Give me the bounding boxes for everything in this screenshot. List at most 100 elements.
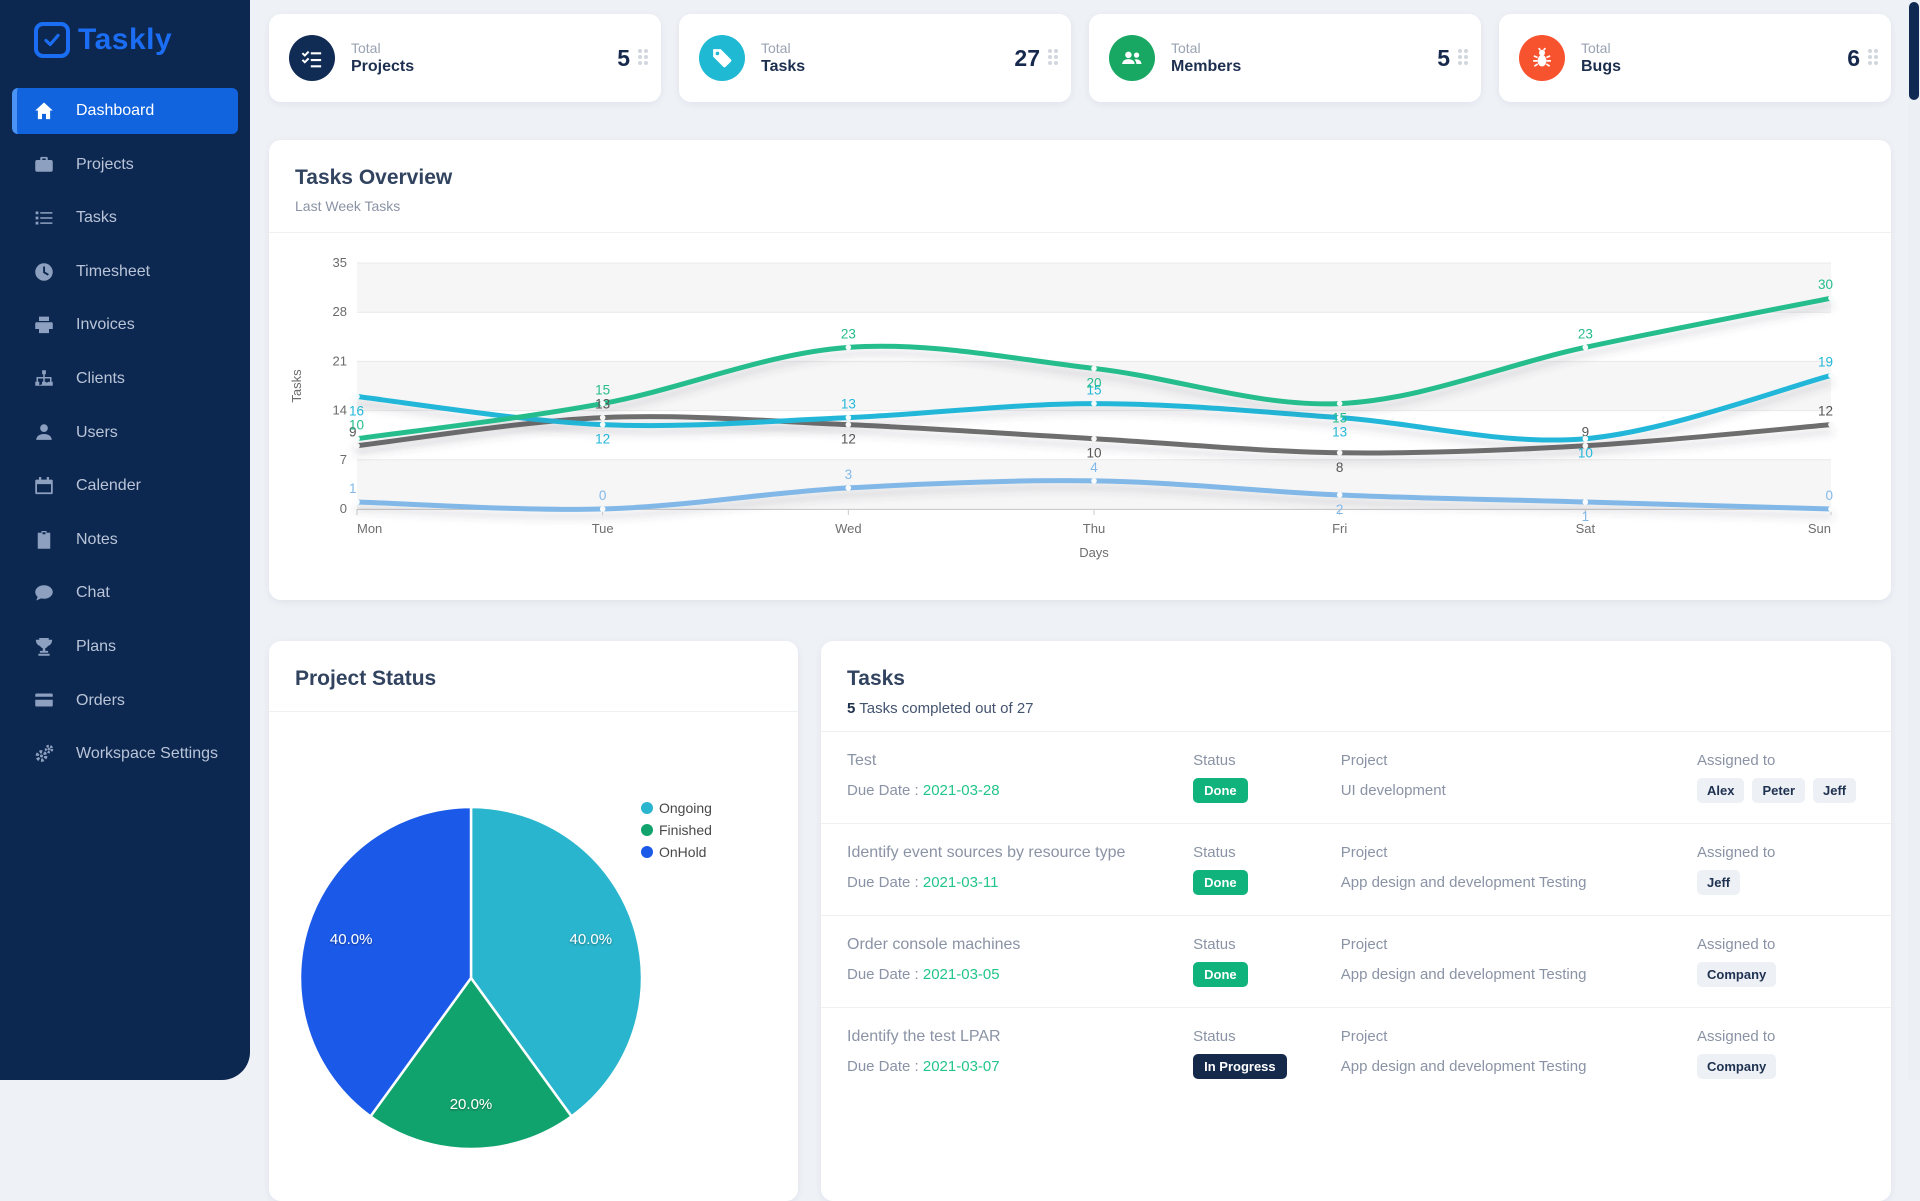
home-icon	[34, 101, 54, 121]
stat-card-bugs: Total Bugs 6	[1499, 14, 1891, 102]
list-icon	[34, 208, 54, 228]
task-name: Order console machines	[847, 936, 1021, 953]
assigned-column-label: Assigned to	[1697, 752, 1776, 769]
project-column-label: Project	[1340, 844, 1388, 861]
svg-text:7: 7	[340, 452, 347, 467]
svg-text:12: 12	[1818, 404, 1833, 419]
svg-text:20: 20	[1086, 375, 1101, 390]
svg-text:Mon: Mon	[357, 521, 382, 536]
sidebar-item-users[interactable]: Users	[12, 410, 238, 456]
assignee-chip: Peter	[1752, 778, 1806, 803]
svg-text:10: 10	[1086, 446, 1101, 461]
svg-text:3: 3	[845, 467, 853, 482]
svg-text:12: 12	[595, 432, 610, 447]
sidebar-item-workspace-settings[interactable]: Workspace Settings	[12, 731, 238, 777]
tasks-list-card: Tasks 5 Tasks completed out of 27 Test Du…	[821, 641, 1891, 1201]
sidebar-item-plans[interactable]: Plans	[12, 624, 238, 670]
page-scrollbar-thumb[interactable]	[1909, 2, 1919, 100]
svg-text:20.0%: 20.0%	[450, 1096, 493, 1113]
assignee-chip: Jeff	[1697, 870, 1741, 895]
svg-text:12: 12	[841, 432, 856, 447]
sidebar-item-timesheet[interactable]: Timesheet	[12, 249, 238, 295]
svg-text:Wed: Wed	[835, 521, 862, 536]
stat-prefix: Total	[1171, 40, 1201, 56]
project-status-card: Project Status 40.0% 20.0% 40.0% Ongoing Fi…	[269, 641, 798, 1201]
legend-item-ongoing[interactable]: Ongoing	[641, 800, 712, 816]
svg-text:23: 23	[841, 326, 856, 341]
project-column-label: Project	[1340, 1028, 1388, 1045]
svg-text:14: 14	[333, 403, 347, 418]
stat-label: Projects	[351, 58, 415, 75]
main-content: Total Projects 5 Total Tasks 27 Total Members 5 T…	[269, 0, 1891, 1201]
sidebar-item-projects[interactable]: Projects	[12, 142, 238, 188]
svg-text:4: 4	[1090, 460, 1098, 475]
tasks-overview-card: Tasks Overview Last Week Tasks 0 7 14 21 28 3…	[269, 140, 1891, 600]
users-icon	[1109, 35, 1155, 81]
stat-cards-row: Total Projects 5 Total Tasks 27 Total Members 5 T…	[269, 14, 1891, 102]
task-name: Identify the test LPAR	[847, 1028, 1001, 1045]
task-row[interactable]: Identify the test LPAR Due Date : 2021-03…	[821, 1007, 1891, 1099]
svg-text:0: 0	[1825, 488, 1833, 503]
task-name: Identify event sources by resource type	[847, 844, 1126, 861]
sidebar-item-chat[interactable]: Chat	[12, 570, 238, 616]
line-chart: 0 7 14 21 28 35 Mon Tue Wed Thu Fri Sat Sun Days Tasks…	[269, 233, 1891, 568]
svg-text:40.0%: 40.0%	[330, 931, 373, 948]
drag-handle-icon[interactable]	[1458, 48, 1471, 68]
clipboard-icon	[34, 530, 54, 550]
project-column-label: Project	[1340, 936, 1388, 953]
logo-check-icon	[34, 22, 70, 58]
gears-icon	[34, 744, 54, 764]
svg-text:10: 10	[349, 418, 364, 433]
drag-handle-icon[interactable]	[1868, 48, 1881, 68]
app-logo[interactable]: Taskly	[0, 0, 250, 76]
page-scrollbar-track[interactable]	[1908, 0, 1920, 1080]
svg-text:15: 15	[1086, 383, 1101, 398]
svg-text:15: 15	[595, 383, 610, 398]
sidebar: Taskly Dashboard Projects Tasks Timesheet In…	[0, 0, 250, 1080]
svg-text:Fri: Fri	[1332, 521, 1347, 536]
legend-item-onhold[interactable]: OnHold	[641, 844, 712, 860]
svg-text:30: 30	[1818, 277, 1833, 292]
svg-text:9: 9	[1582, 425, 1590, 440]
assignee-chip: Company	[1697, 962, 1777, 987]
svg-text:Thu: Thu	[1083, 521, 1105, 536]
task-row[interactable]: Identify event sources by resource type D…	[821, 823, 1891, 915]
tasks-overview-header: Tasks Overview Last Week Tasks	[269, 140, 1891, 233]
stat-value: 27	[1014, 44, 1040, 71]
legend-item-finished[interactable]: Finished	[641, 822, 712, 838]
svg-text:19: 19	[1818, 354, 1833, 369]
project-status-title: Project Status	[295, 667, 437, 690]
sidebar-item-invoices[interactable]: Invoices	[12, 302, 238, 348]
calendar-icon	[34, 476, 54, 496]
task-row[interactable]: Order console machines Due Date : 2021-03…	[821, 915, 1891, 1007]
svg-text:16: 16	[349, 404, 364, 419]
task-row[interactable]: Test Due Date : 2021-03-28 Status Done Proje…	[821, 731, 1891, 823]
sidebar-item-clients[interactable]: Clients	[12, 356, 238, 402]
tasks-completed-summary: 5 Tasks completed out of 27	[847, 700, 1034, 717]
drag-handle-icon[interactable]	[638, 48, 651, 68]
printer-icon	[34, 315, 54, 335]
stat-label: Members	[1171, 58, 1242, 75]
svg-text:10: 10	[1578, 446, 1593, 461]
sidebar-item-calender[interactable]: Calender	[12, 463, 238, 509]
bug-icon	[1519, 35, 1565, 81]
app-name: Taskly	[78, 23, 173, 56]
svg-text:9: 9	[349, 425, 357, 440]
pie-legend: Ongoing Finished OnHold	[641, 800, 712, 866]
svg-text:21: 21	[333, 353, 347, 368]
sidebar-item-orders[interactable]: Orders	[12, 678, 238, 724]
sidebar-menu: Dashboard Projects Tasks Timesheet Invoices C…	[0, 76, 250, 789]
sitemap-icon	[34, 369, 54, 389]
task-due-date: Due Date : 2021-03-11	[847, 874, 999, 891]
assigned-column-label: Assigned to	[1697, 1028, 1776, 1045]
status-column-label: Status	[1193, 752, 1236, 769]
tasks-overview-title: Tasks Overview	[295, 166, 453, 189]
legend-dot	[641, 824, 653, 836]
tasks-overview-subtitle: Last Week Tasks	[295, 198, 401, 214]
status-badge: Done	[1193, 870, 1248, 895]
sidebar-item-tasks[interactable]: Tasks	[12, 195, 238, 241]
sidebar-item-notes[interactable]: Notes	[12, 517, 238, 563]
status-column-label: Status	[1193, 1028, 1236, 1045]
sidebar-item-dashboard[interactable]: Dashboard	[12, 88, 238, 134]
drag-handle-icon[interactable]	[1048, 48, 1061, 68]
